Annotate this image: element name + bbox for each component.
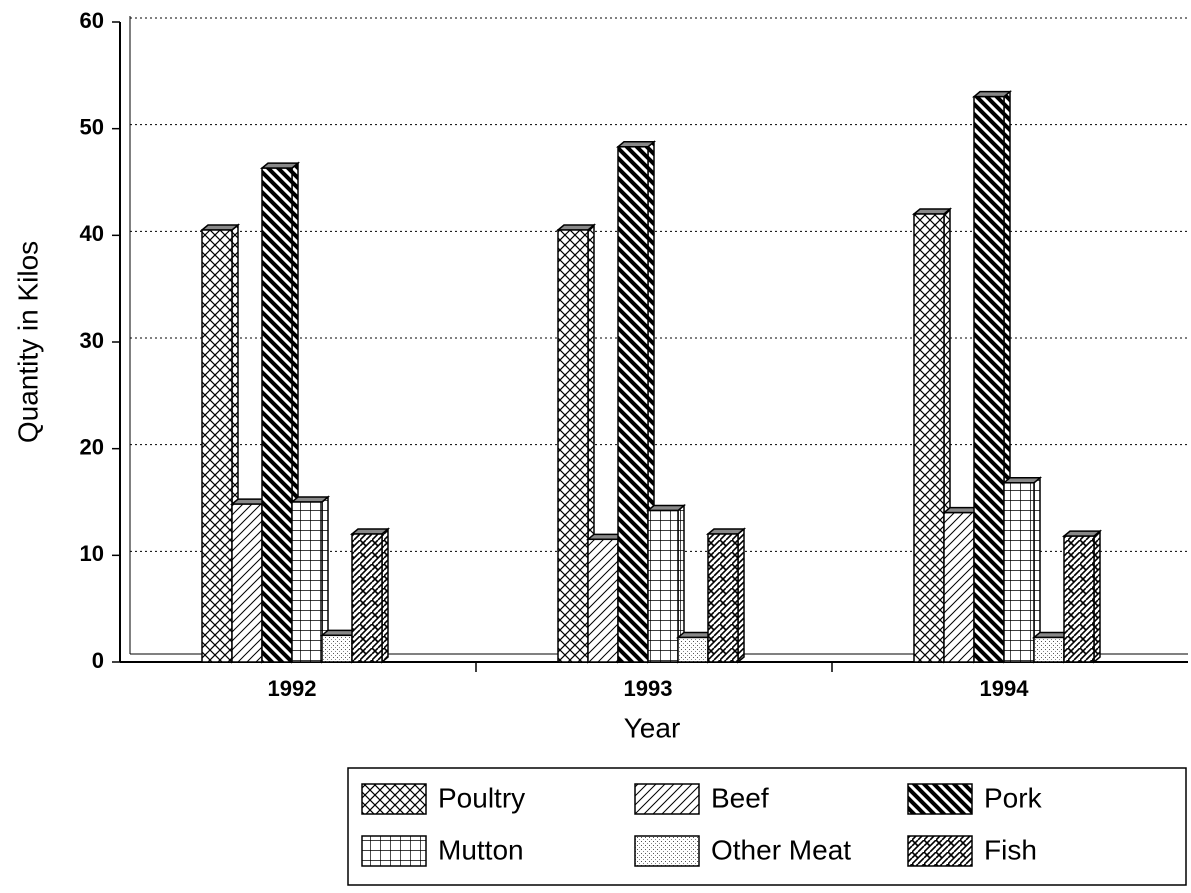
y-tick-label: 0	[92, 648, 104, 673]
bar	[647, 509, 679, 663]
bar	[677, 636, 709, 663]
x-tick-label: 1994	[980, 676, 1030, 701]
y-tick-label: 30	[80, 328, 104, 353]
legend-swatch	[361, 783, 427, 815]
bar	[261, 167, 293, 663]
y-tick-label: 40	[80, 221, 104, 246]
bar	[617, 146, 649, 663]
bar	[1033, 636, 1065, 663]
bar	[1003, 482, 1035, 663]
legend-swatch	[907, 835, 973, 867]
bar	[321, 634, 353, 663]
legend-label: Mutton	[438, 834, 524, 865]
legend-swatch	[634, 783, 700, 815]
y-tick-label: 50	[80, 114, 104, 139]
bar	[1063, 535, 1095, 663]
bar-top	[1061, 530, 1103, 537]
bar	[291, 501, 323, 663]
y-tick-label: 20	[80, 434, 104, 459]
x-tick-label: 1993	[624, 676, 673, 701]
bar	[587, 538, 619, 663]
bar	[201, 229, 233, 663]
bar-side	[381, 527, 389, 664]
legend-swatch	[634, 835, 700, 867]
legend-label: Fish	[984, 834, 1037, 865]
bar-side	[737, 527, 745, 664]
legend-swatch	[361, 835, 427, 867]
x-tick-label: 1992	[268, 676, 317, 701]
legend-label: Pork	[984, 782, 1043, 813]
bar	[231, 503, 263, 663]
legend-box	[347, 767, 1187, 886]
bar	[707, 533, 739, 663]
legend-label: Other Meat	[711, 834, 851, 865]
bar-top	[615, 141, 657, 148]
bar-top	[645, 504, 687, 512]
legend-label: Beef	[711, 782, 769, 813]
bar-side	[1093, 529, 1101, 664]
x-axis-title: Year	[624, 712, 681, 743]
y-tick-label: 10	[80, 541, 104, 566]
bar	[351, 533, 383, 663]
bar	[973, 95, 1005, 663]
y-axis-title: Quantity in Kilos	[12, 241, 43, 443]
bar	[913, 213, 945, 663]
bar	[557, 229, 589, 663]
bar	[943, 511, 975, 663]
y-tick-label: 60	[80, 8, 104, 33]
legend-swatch	[907, 783, 973, 815]
legend-label: Poultry	[438, 782, 525, 813]
